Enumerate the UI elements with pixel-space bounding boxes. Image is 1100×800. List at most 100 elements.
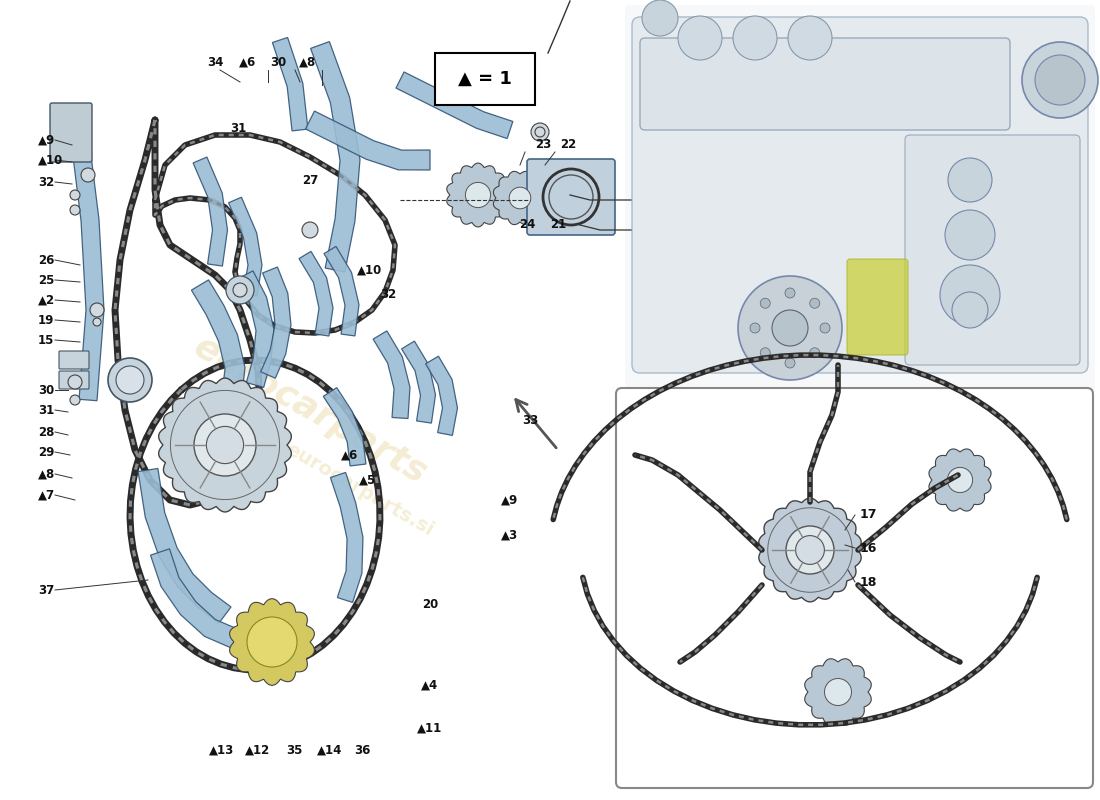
Polygon shape	[191, 280, 245, 396]
FancyBboxPatch shape	[59, 351, 89, 369]
Text: 34: 34	[207, 55, 223, 69]
Polygon shape	[373, 331, 410, 418]
Text: 25: 25	[39, 274, 54, 286]
FancyBboxPatch shape	[527, 159, 615, 235]
Text: ▲9: ▲9	[502, 494, 518, 506]
Text: 31: 31	[230, 122, 246, 134]
Polygon shape	[236, 271, 274, 387]
Circle shape	[248, 617, 297, 667]
Polygon shape	[426, 356, 458, 435]
Circle shape	[820, 323, 830, 333]
FancyBboxPatch shape	[905, 135, 1080, 365]
Circle shape	[116, 366, 144, 394]
Circle shape	[678, 16, 722, 60]
Circle shape	[194, 414, 256, 476]
Circle shape	[1022, 42, 1098, 118]
Circle shape	[302, 222, 318, 238]
FancyBboxPatch shape	[616, 388, 1093, 788]
Polygon shape	[261, 267, 292, 378]
Text: 18: 18	[859, 575, 877, 589]
Text: 15: 15	[39, 334, 54, 346]
Circle shape	[785, 358, 795, 368]
Text: 32: 32	[39, 175, 54, 189]
Text: 17: 17	[859, 509, 877, 522]
Text: 27: 27	[301, 174, 318, 186]
Circle shape	[810, 298, 820, 308]
Text: ▲7: ▲7	[39, 489, 55, 502]
Circle shape	[750, 323, 760, 333]
Circle shape	[952, 292, 988, 328]
Text: ▲5: ▲5	[360, 474, 376, 486]
Text: 22: 22	[560, 138, 576, 151]
Text: ▲ = 1: ▲ = 1	[458, 70, 512, 88]
Text: 36: 36	[354, 743, 371, 757]
Text: 32: 32	[379, 289, 396, 302]
Polygon shape	[402, 341, 436, 423]
Circle shape	[772, 310, 808, 346]
Circle shape	[255, 625, 289, 659]
Circle shape	[760, 348, 770, 358]
Circle shape	[825, 678, 851, 706]
Polygon shape	[447, 163, 509, 227]
Circle shape	[786, 526, 834, 574]
FancyBboxPatch shape	[59, 371, 89, 389]
Text: ▲8: ▲8	[299, 55, 317, 69]
Circle shape	[108, 358, 152, 402]
Text: ▲11: ▲11	[417, 722, 442, 734]
Text: 35: 35	[286, 743, 302, 757]
Text: 33: 33	[521, 414, 538, 426]
Polygon shape	[930, 449, 991, 511]
Circle shape	[509, 187, 531, 209]
Circle shape	[788, 16, 832, 60]
Circle shape	[945, 210, 996, 260]
Text: ▲4: ▲4	[421, 678, 439, 691]
Circle shape	[90, 303, 104, 317]
Text: eurocarparts: eurocarparts	[187, 330, 432, 490]
Text: 26: 26	[39, 254, 54, 266]
Circle shape	[947, 467, 972, 493]
Text: 24: 24	[519, 218, 536, 231]
Circle shape	[810, 348, 820, 358]
Polygon shape	[805, 658, 871, 726]
Text: ▲3: ▲3	[502, 529, 518, 542]
Polygon shape	[158, 378, 292, 512]
Polygon shape	[229, 198, 262, 296]
Text: 30: 30	[39, 383, 54, 397]
Polygon shape	[151, 549, 267, 657]
Polygon shape	[330, 473, 363, 602]
Circle shape	[760, 298, 770, 308]
Text: 31: 31	[39, 403, 54, 417]
Text: 30: 30	[270, 55, 286, 69]
Polygon shape	[759, 498, 861, 602]
Text: ▲14: ▲14	[317, 743, 343, 757]
Polygon shape	[72, 139, 104, 401]
Text: 29: 29	[39, 446, 54, 458]
Text: 23: 23	[535, 138, 551, 151]
Polygon shape	[306, 111, 430, 170]
Polygon shape	[194, 157, 228, 266]
Text: ▲13: ▲13	[209, 743, 234, 757]
Polygon shape	[494, 171, 547, 225]
Text: ▲6: ▲6	[240, 55, 256, 69]
Text: ▲2: ▲2	[39, 294, 55, 306]
FancyBboxPatch shape	[847, 259, 907, 355]
Circle shape	[642, 0, 678, 36]
Polygon shape	[299, 251, 333, 336]
Circle shape	[531, 123, 549, 141]
Text: 28: 28	[39, 426, 54, 438]
Circle shape	[733, 16, 777, 60]
Circle shape	[535, 127, 544, 137]
Circle shape	[233, 283, 248, 297]
Text: ▲9: ▲9	[39, 134, 55, 146]
FancyBboxPatch shape	[434, 53, 535, 105]
Circle shape	[738, 276, 842, 380]
Circle shape	[948, 158, 992, 202]
Polygon shape	[310, 42, 360, 272]
Circle shape	[940, 265, 1000, 325]
Text: 16: 16	[859, 542, 877, 554]
Circle shape	[465, 182, 491, 208]
Circle shape	[226, 276, 254, 304]
Text: ▲6: ▲6	[341, 449, 359, 462]
Polygon shape	[273, 38, 308, 131]
Circle shape	[70, 395, 80, 405]
